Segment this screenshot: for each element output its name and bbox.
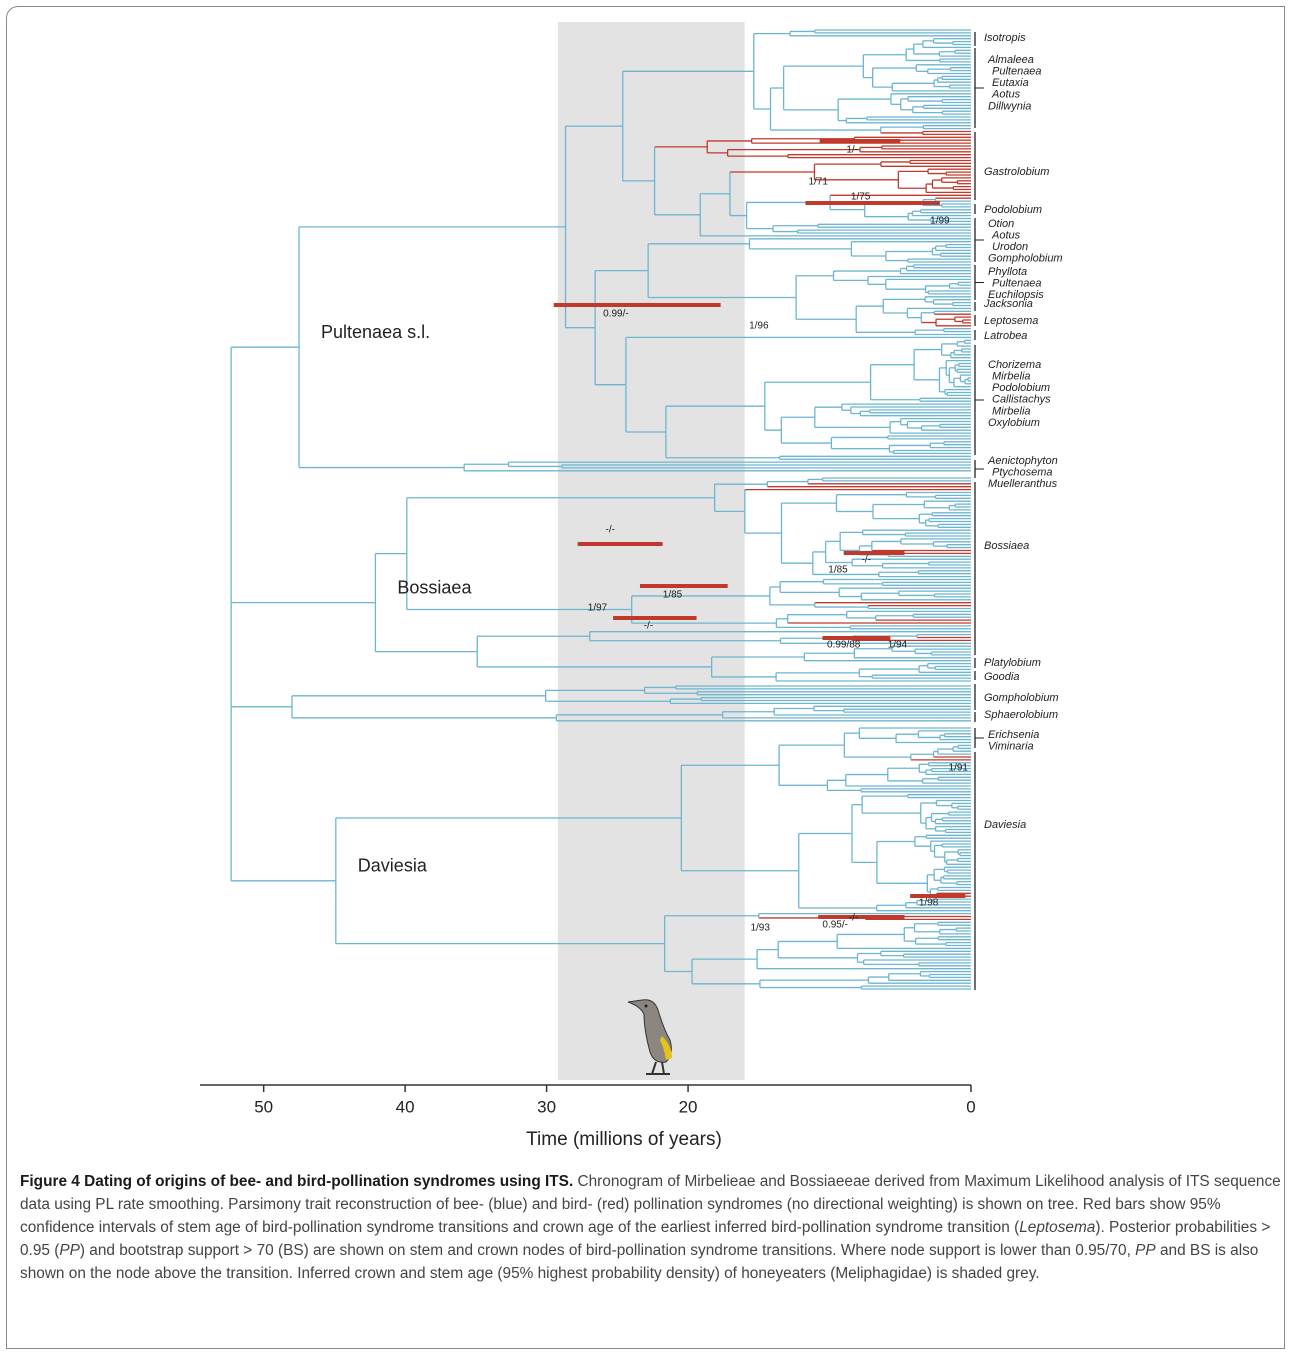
clade-label: Daviesia bbox=[358, 856, 428, 876]
confidence-interval bbox=[819, 139, 901, 143]
caption: Figure 4 Dating of origins of bee- and b… bbox=[20, 1170, 1282, 1285]
support-label: 1/96 bbox=[749, 321, 769, 332]
taxon-label: Urodon bbox=[992, 241, 1028, 253]
caption-text: PP bbox=[1135, 1242, 1156, 1259]
support-label: 0.95/- bbox=[822, 920, 848, 931]
support-label: 1/94 bbox=[888, 640, 908, 651]
shaded-interval bbox=[557, 22, 745, 1080]
taxon-label: Callistachys bbox=[992, 394, 1051, 406]
caption-title: Figure 4 Dating of origins of bee- and b… bbox=[20, 1173, 574, 1190]
taxon-label: Goodia bbox=[984, 671, 1019, 683]
taxon-label: Pultenaea bbox=[992, 278, 1042, 290]
confidence-interval bbox=[910, 894, 966, 898]
support-label: 1/- bbox=[846, 145, 858, 156]
caption-text: Leptosema bbox=[1019, 1219, 1096, 1236]
taxon-label: Sphaerolobium bbox=[984, 709, 1058, 721]
support-label: 1/85 bbox=[663, 590, 683, 601]
taxon-label: Leptosema bbox=[984, 315, 1038, 327]
caption-text: Chronogram of Mirbelieae and Bossiaeeae … bbox=[20, 1173, 1281, 1236]
taxon-label: Muelleranthus bbox=[988, 478, 1058, 490]
taxon-label: Gompholobium bbox=[984, 692, 1059, 704]
caption-text: ). Posterior probabilities > 0.95 ( bbox=[20, 1219, 1271, 1259]
taxon-label: Podolobium bbox=[992, 382, 1050, 394]
taxon-label: Daviesia bbox=[984, 819, 1026, 831]
chart: Time (millions of years) 50 40 30 20 0 Pulten… bbox=[200, 22, 1063, 1150]
caption-text: PP bbox=[59, 1242, 80, 1259]
taxon-label: Viminaria bbox=[988, 741, 1034, 753]
taxon-label: Gastrolobium bbox=[984, 166, 1049, 178]
support-label: 1/98 bbox=[919, 898, 939, 909]
taxon-label: Chorizema bbox=[988, 359, 1041, 371]
tree-layer bbox=[557, 22, 745, 1080]
confidence-interval bbox=[577, 542, 663, 546]
taxon-label: Aenictophyton bbox=[987, 455, 1058, 467]
taxon-label: Aotus bbox=[991, 230, 1021, 242]
support-label: 1/93 bbox=[750, 923, 770, 934]
support-label: -/- bbox=[862, 555, 871, 566]
support-label: 0.99/88 bbox=[827, 640, 861, 651]
x-axis-title: Time (millions of years) bbox=[526, 1129, 722, 1150]
taxon-label: Eutaxia bbox=[992, 77, 1029, 89]
taxon-label: Phyllota bbox=[988, 266, 1027, 278]
confidence-interval bbox=[613, 616, 697, 620]
confidence-interval bbox=[843, 551, 905, 555]
support-label: 1/85 bbox=[828, 565, 848, 576]
x-tick-label: 40 bbox=[396, 1097, 415, 1116]
x-tick-label: 50 bbox=[254, 1097, 273, 1116]
confidence-interval bbox=[553, 303, 721, 307]
support-label: 1/91 bbox=[949, 763, 969, 774]
x-tick-label: 0 bbox=[966, 1097, 975, 1116]
confidence-interval bbox=[805, 201, 940, 205]
taxon-label: Pultenaea bbox=[992, 66, 1042, 78]
support-label: -/- bbox=[644, 621, 653, 632]
taxon-label: Podolobium bbox=[984, 204, 1042, 216]
support-label: -/- bbox=[849, 913, 858, 924]
taxon-label: Gompholobium bbox=[988, 253, 1063, 265]
taxon-label: Oxylobium bbox=[988, 417, 1040, 429]
taxon-label: Mirbelia bbox=[992, 371, 1031, 383]
support-label: -/- bbox=[606, 525, 615, 536]
support-label: 0.99/- bbox=[603, 309, 629, 320]
taxon-label: Jacksonia bbox=[983, 298, 1033, 310]
support-label: 1/75 bbox=[851, 192, 871, 203]
tree bbox=[230, 29, 971, 990]
confidence-interval bbox=[639, 584, 728, 588]
x-tick-label: 20 bbox=[679, 1097, 698, 1116]
taxon-label: Bossiaea bbox=[984, 540, 1029, 552]
x-tick-label: 30 bbox=[537, 1097, 556, 1116]
taxon-label: Erichsenia bbox=[988, 729, 1039, 741]
figure-frame bbox=[6, 6, 1285, 1349]
clade-label: Pultenaea s.l. bbox=[321, 322, 430, 342]
taxon-label: Ptychosema bbox=[992, 467, 1053, 479]
clade-label: Bossiaea bbox=[397, 577, 472, 597]
bird-icon bbox=[627, 999, 672, 1075]
confidence-interval bbox=[818, 915, 905, 919]
support-label: 1/71 bbox=[808, 177, 828, 188]
taxon-label: Otion bbox=[988, 218, 1014, 230]
support-label: 1/97 bbox=[588, 603, 608, 614]
support-label: 1/99 bbox=[930, 216, 950, 227]
caption-text: ) and bootstrap support > 70 (BS) are sh… bbox=[79, 1242, 1136, 1259]
taxon-label: Platylobium bbox=[984, 657, 1041, 669]
taxon-label: Dillwynia bbox=[988, 100, 1031, 112]
caption-text: and BS is also shown on the node above t… bbox=[20, 1242, 1259, 1282]
taxon-label: Isotropis bbox=[984, 32, 1026, 44]
taxon-label: Euchilopsis bbox=[988, 289, 1044, 301]
taxon-label: Latrobea bbox=[984, 330, 1027, 342]
taxon-label: Aotus bbox=[991, 89, 1021, 101]
taxon-label: Mirbelia bbox=[992, 405, 1031, 417]
taxon-label: Almaleea bbox=[987, 54, 1034, 66]
confidence-interval bbox=[822, 636, 891, 640]
